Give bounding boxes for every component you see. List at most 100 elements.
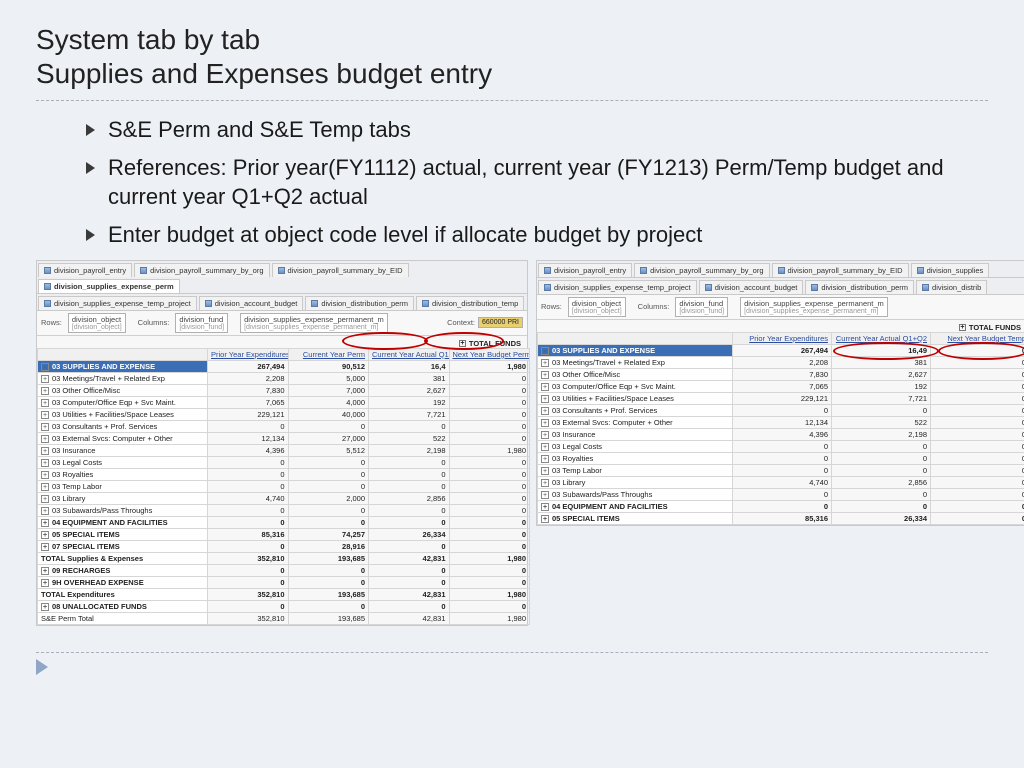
data-cell[interactable]: 267,494 [208, 360, 289, 372]
row-label[interactable]: +05 SPECIAL ITEMS [38, 528, 208, 540]
row-label[interactable]: +03 External Svcs: Computer + Other [538, 416, 733, 428]
data-cell[interactable]: 42,831 [369, 552, 450, 564]
data-cell[interactable]: 0 [931, 356, 1024, 368]
expand-icon[interactable]: + [541, 431, 549, 439]
data-cell[interactable]: 0 [208, 468, 289, 480]
table-row[interactable]: +05 SPECIAL ITEMS85,31674,25726,3340 [38, 528, 530, 540]
data-cell[interactable]: 0 [449, 468, 530, 480]
data-cell[interactable]: 352,810 [208, 552, 289, 564]
column-header[interactable]: Current Year Actual Q1+Q2 [832, 332, 931, 344]
collapse-icon[interactable]: - [541, 347, 549, 355]
column-header[interactable]: Next Year Budget Perm [449, 348, 530, 360]
columns-dropdown-2[interactable]: division_supplies_expense_permanent_m[di… [740, 297, 888, 317]
data-cell[interactable]: 26,334 [832, 512, 931, 524]
column-header[interactable]: Next Year Budget Temp [931, 332, 1024, 344]
data-cell[interactable]: 0 [733, 464, 832, 476]
data-cell[interactable]: 381 [369, 372, 450, 384]
row-label[interactable]: +03 Royalties [38, 468, 208, 480]
data-cell[interactable]: 12,134 [208, 432, 289, 444]
table-row[interactable]: +03 Meetings/Travel + Related Exp2,20838… [538, 356, 1024, 368]
column-header[interactable]: Current Year Perm [288, 348, 369, 360]
table-row[interactable]: +04 EQUIPMENT AND FACILITIES0000 [38, 516, 530, 528]
data-cell[interactable]: 0 [288, 576, 369, 588]
data-cell[interactable]: 0 [449, 384, 530, 396]
data-cell[interactable]: 0 [288, 456, 369, 468]
data-cell[interactable]: 0 [208, 600, 289, 612]
expand-icon[interactable]: + [41, 531, 49, 539]
row-label[interactable]: TOTAL Expenditures [38, 588, 208, 600]
expand-icon[interactable]: + [41, 495, 49, 503]
data-cell[interactable]: 4,396 [733, 428, 832, 440]
row-label[interactable]: +03 Other Office/Misc [538, 368, 733, 380]
data-cell[interactable]: 12,134 [733, 416, 832, 428]
data-cell[interactable]: 0 [288, 600, 369, 612]
row-label[interactable]: +03 Meetings/Travel + Related Exp [538, 356, 733, 368]
data-cell[interactable]: 2,208 [208, 372, 289, 384]
data-cell[interactable]: 4,740 [733, 476, 832, 488]
expand-icon[interactable]: + [41, 423, 49, 431]
expand-icon[interactable]: + [541, 395, 549, 403]
expand-icon[interactable]: + [541, 383, 549, 391]
data-cell[interactable]: 0 [931, 380, 1024, 392]
expand-icon[interactable]: + [541, 467, 549, 475]
context-dropdown[interactable]: 660000 PRI [478, 317, 523, 328]
data-cell[interactable]: 1,980 [449, 612, 530, 624]
table-row[interactable]: +03 Insurance4,3965,5122,1981,980 [38, 444, 530, 456]
data-cell[interactable]: 0 [449, 432, 530, 444]
row-label[interactable]: +03 Legal Costs [538, 440, 733, 452]
data-cell[interactable]: 2,856 [832, 476, 931, 488]
data-cell[interactable]: 0 [733, 488, 832, 500]
data-cell[interactable]: 0 [288, 420, 369, 432]
data-cell[interactable]: 0 [449, 492, 530, 504]
table-row[interactable]: TOTAL Expenditures352,810193,68542,8311,… [38, 588, 530, 600]
data-cell[interactable]: 16,4 [369, 360, 450, 372]
row-label[interactable]: +07 SPECIAL ITEMS [38, 540, 208, 552]
expand-icon[interactable]: + [41, 375, 49, 383]
tab-division_distribution_temp[interactable]: division_distribution_temp [416, 296, 524, 310]
data-cell[interactable]: 0 [931, 476, 1024, 488]
data-cell[interactable]: 90,512 [288, 360, 369, 372]
data-cell[interactable]: 0 [369, 480, 450, 492]
rows-dropdown[interactable]: division_object[division_object] [68, 313, 126, 333]
tab-division_supplies_expense_temp_project[interactable]: division_supplies_expense_temp_project [38, 296, 197, 310]
table-row[interactable]: +9H OVERHEAD EXPENSE0000 [38, 576, 530, 588]
table-row[interactable]: S&E Perm Total352,810193,68542,8311,980 [38, 612, 530, 624]
expand-icon[interactable]: + [41, 471, 49, 479]
expand-icon[interactable]: + [41, 519, 49, 527]
data-cell[interactable]: 0 [832, 452, 931, 464]
row-label[interactable]: -03 SUPPLIES AND EXPENSE [38, 360, 208, 372]
table-row[interactable]: +04 EQUIPMENT AND FACILITIES000 [538, 500, 1024, 512]
data-cell[interactable]: 0 [208, 516, 289, 528]
data-cell[interactable]: 2,000 [288, 492, 369, 504]
expand-icon[interactable]: + [541, 407, 549, 415]
expand-icon[interactable]: + [41, 411, 49, 419]
expand-icon[interactable]: + [41, 567, 49, 575]
expand-icon[interactable]: + [41, 447, 49, 455]
data-cell[interactable]: 0 [208, 456, 289, 468]
row-label[interactable]: +03 Legal Costs [38, 456, 208, 468]
data-cell[interactable]: 7,065 [733, 380, 832, 392]
table-row[interactable]: +03 Computer/Office Eqp + Svc Maint.7,06… [538, 380, 1024, 392]
data-cell[interactable]: 0 [208, 504, 289, 516]
row-label[interactable]: +03 Subawards/Pass Throughs [538, 488, 733, 500]
data-cell[interactable]: 0 [931, 344, 1024, 356]
expand-icon[interactable]: + [541, 491, 549, 499]
table-row[interactable]: +03 Computer/Office Eqp + Svc Maint.7,06… [38, 396, 530, 408]
data-cell[interactable]: 1,980 [449, 588, 530, 600]
data-cell[interactable]: 5,512 [288, 444, 369, 456]
data-cell[interactable]: 16,49 [832, 344, 931, 356]
expand-icon[interactable]: + [41, 603, 49, 611]
row-label[interactable]: +03 Consultants + Prof. Services [38, 420, 208, 432]
data-cell[interactable]: 7,830 [208, 384, 289, 396]
table-row[interactable]: +03 Utilities + Facilities/Space Leases2… [538, 392, 1024, 404]
data-cell[interactable]: 7,000 [288, 384, 369, 396]
expand-icon[interactable]: + [541, 443, 549, 451]
table-row[interactable]: +03 Temp Labor0000 [38, 480, 530, 492]
row-label[interactable]: +03 Insurance [538, 428, 733, 440]
expand-icon[interactable]: + [41, 483, 49, 491]
data-cell[interactable]: 0 [931, 488, 1024, 500]
tab-division_payroll_summary_by_org[interactable]: division_payroll_summary_by_org [634, 263, 769, 277]
row-label[interactable]: +09 RECHARGES [38, 564, 208, 576]
data-cell[interactable]: 352,810 [208, 612, 289, 624]
table-row[interactable]: +09 RECHARGES0000 [38, 564, 530, 576]
